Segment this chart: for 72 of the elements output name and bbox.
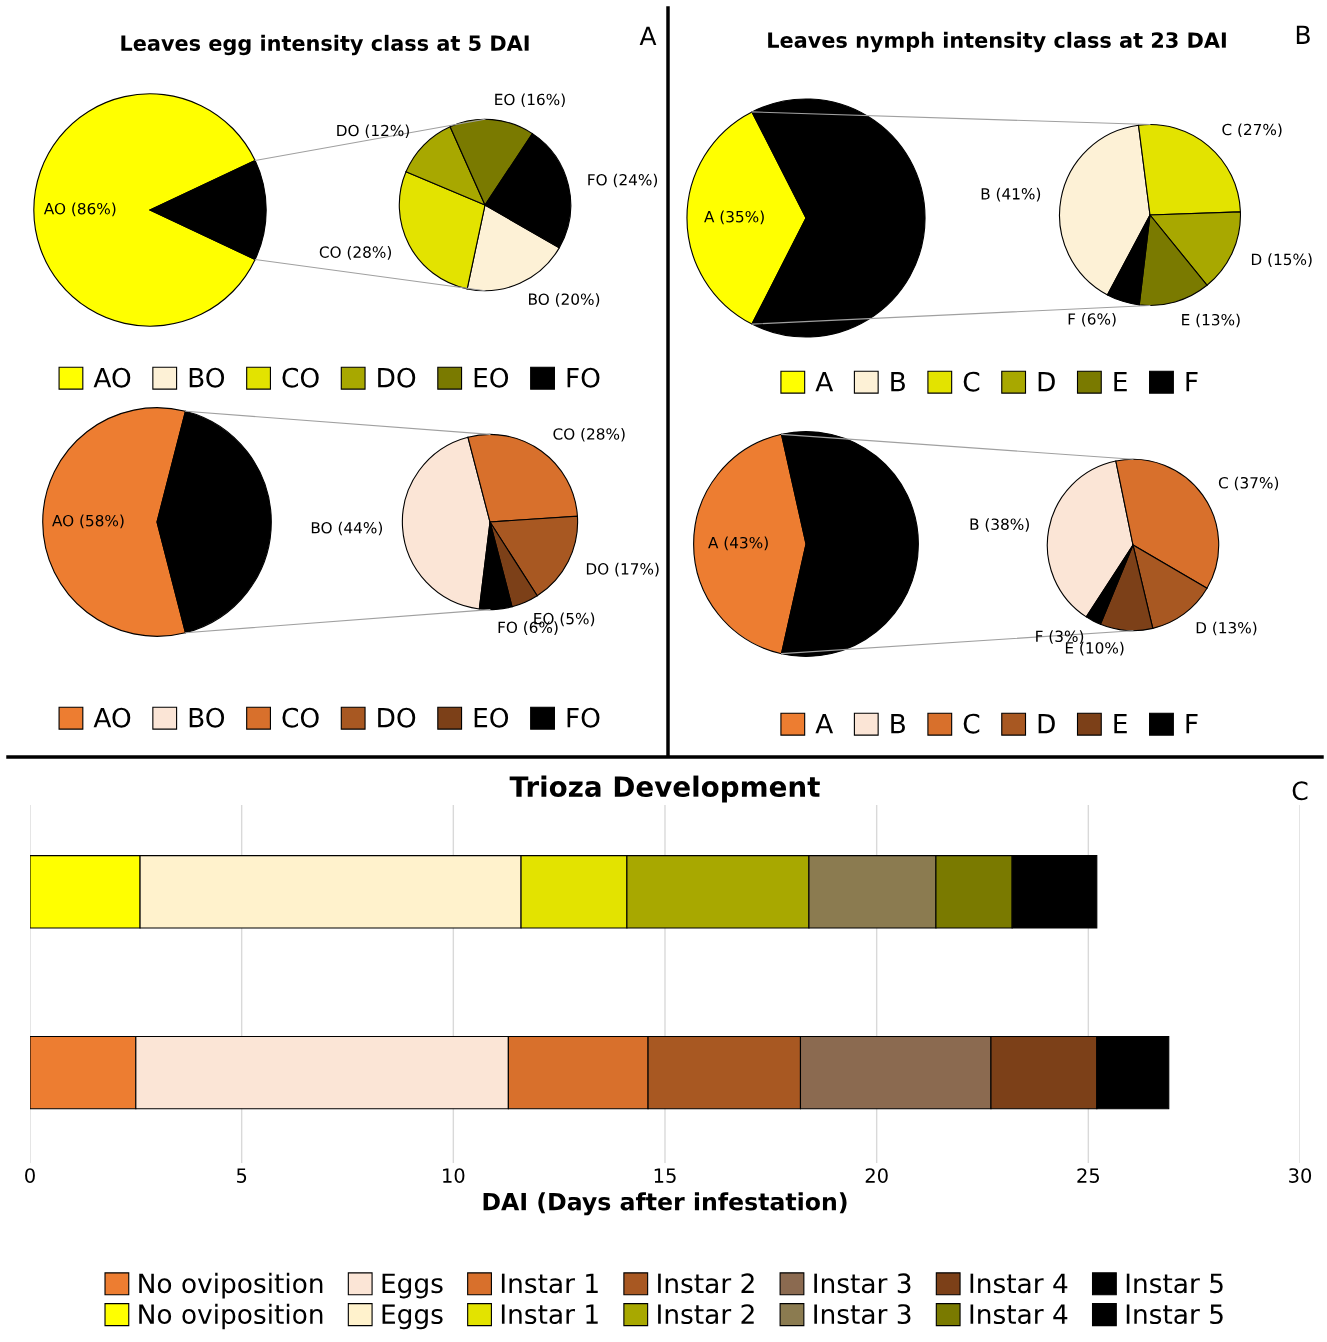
legend-label: DO	[378, 707, 416, 728]
legend-label: Instar 3	[814, 1304, 911, 1325]
legend-label: F	[1186, 372, 1198, 392]
data-label: CO (28%)	[553, 427, 625, 442]
x-tick-label: 15	[654, 1168, 676, 1183]
legend-label: Instar 1	[501, 1304, 598, 1325]
legend-label: FO	[567, 367, 600, 388]
legend-label: AO	[93, 367, 131, 388]
legend-label: EO	[474, 367, 509, 388]
legend-label: Eggs	[382, 1304, 443, 1330]
text: A	[639, 26, 657, 45]
legend-label: Instar 4	[970, 1304, 1068, 1325]
chart-title: Trioza Development	[509, 775, 820, 803]
data-label: BO (20%)	[529, 293, 600, 307]
legend-label: B	[891, 372, 905, 392]
text: B	[1296, 25, 1310, 44]
legend-label: EO	[474, 707, 509, 728]
x-tick-label: 30	[1289, 1168, 1312, 1183]
data-label: C (27%)	[1222, 123, 1282, 138]
legend-label: D	[1038, 714, 1055, 734]
legend-label: F	[1186, 714, 1198, 734]
legend-label: CO	[282, 707, 319, 728]
legend-label: Instar 3	[814, 1273, 911, 1294]
legend-label: C	[963, 713, 980, 734]
legend-label: BO	[189, 707, 225, 728]
data-label: BO (44%)	[311, 521, 383, 536]
data-label: A (35%)	[704, 210, 764, 225]
legend-label: E	[1114, 372, 1127, 392]
data-label: A (43%)	[708, 536, 768, 551]
legend-label: Instar 5	[1126, 1273, 1223, 1294]
text: Leaves egg intensity class at 5 DAI	[121, 34, 529, 56]
data-label: D (13%)	[1196, 621, 1257, 636]
legend-label: BO	[189, 367, 225, 388]
x-axis-title: DAI (Days after infestation)	[483, 1192, 847, 1216]
legend-label: Instar 2	[658, 1273, 754, 1294]
text: C	[1292, 781, 1308, 801]
legend-label: E	[1114, 714, 1127, 734]
legend-label: Instar 2	[658, 1304, 754, 1325]
legend-label: No oviposition	[139, 1272, 323, 1299]
legend-label: Instar 1	[501, 1273, 598, 1294]
legend-label: Instar 4	[970, 1273, 1068, 1294]
legend-label: Eggs	[382, 1273, 443, 1299]
legend-label: CO	[282, 367, 319, 388]
legend-label: B	[891, 714, 905, 734]
data-label: D (15%)	[1251, 253, 1312, 267]
legend-label: FO	[567, 707, 600, 728]
data-label: CO (28%)	[319, 246, 392, 260]
data-label: EO (16%)	[495, 93, 565, 108]
legend-label: AO	[93, 707, 131, 728]
data-label: F (6%)	[1068, 312, 1116, 327]
data-label: E (13%)	[1182, 313, 1240, 328]
data-label: C (37%)	[1218, 476, 1279, 491]
legend-label: D	[1038, 372, 1055, 392]
legend-label: A	[815, 372, 834, 392]
legend-label: Instar 5	[1126, 1304, 1223, 1325]
x-tick-label: 5	[236, 1168, 247, 1183]
text: Leaves nymph intensity class at 23 DAI	[768, 31, 1226, 53]
data-label: DO (12%)	[337, 124, 409, 139]
data-label: AO (86%)	[43, 202, 116, 217]
data-label: B (41%)	[981, 187, 1041, 202]
x-tick-label: 0	[25, 1168, 35, 1183]
data-label: FO (24%)	[588, 173, 658, 188]
legend-label: No oviposition	[139, 1303, 323, 1330]
legend-label: DO	[378, 367, 416, 388]
x-tick-label: 25	[1077, 1168, 1100, 1183]
data-label: DO (17%)	[586, 562, 659, 577]
data-label: AO (58%)	[52, 514, 124, 529]
legend-label: A	[815, 714, 834, 734]
x-tick-label: 10	[443, 1168, 465, 1183]
data-label: B (38%)	[970, 518, 1029, 532]
x-tick-label: 20	[865, 1168, 888, 1183]
legend-label: C	[963, 371, 980, 392]
